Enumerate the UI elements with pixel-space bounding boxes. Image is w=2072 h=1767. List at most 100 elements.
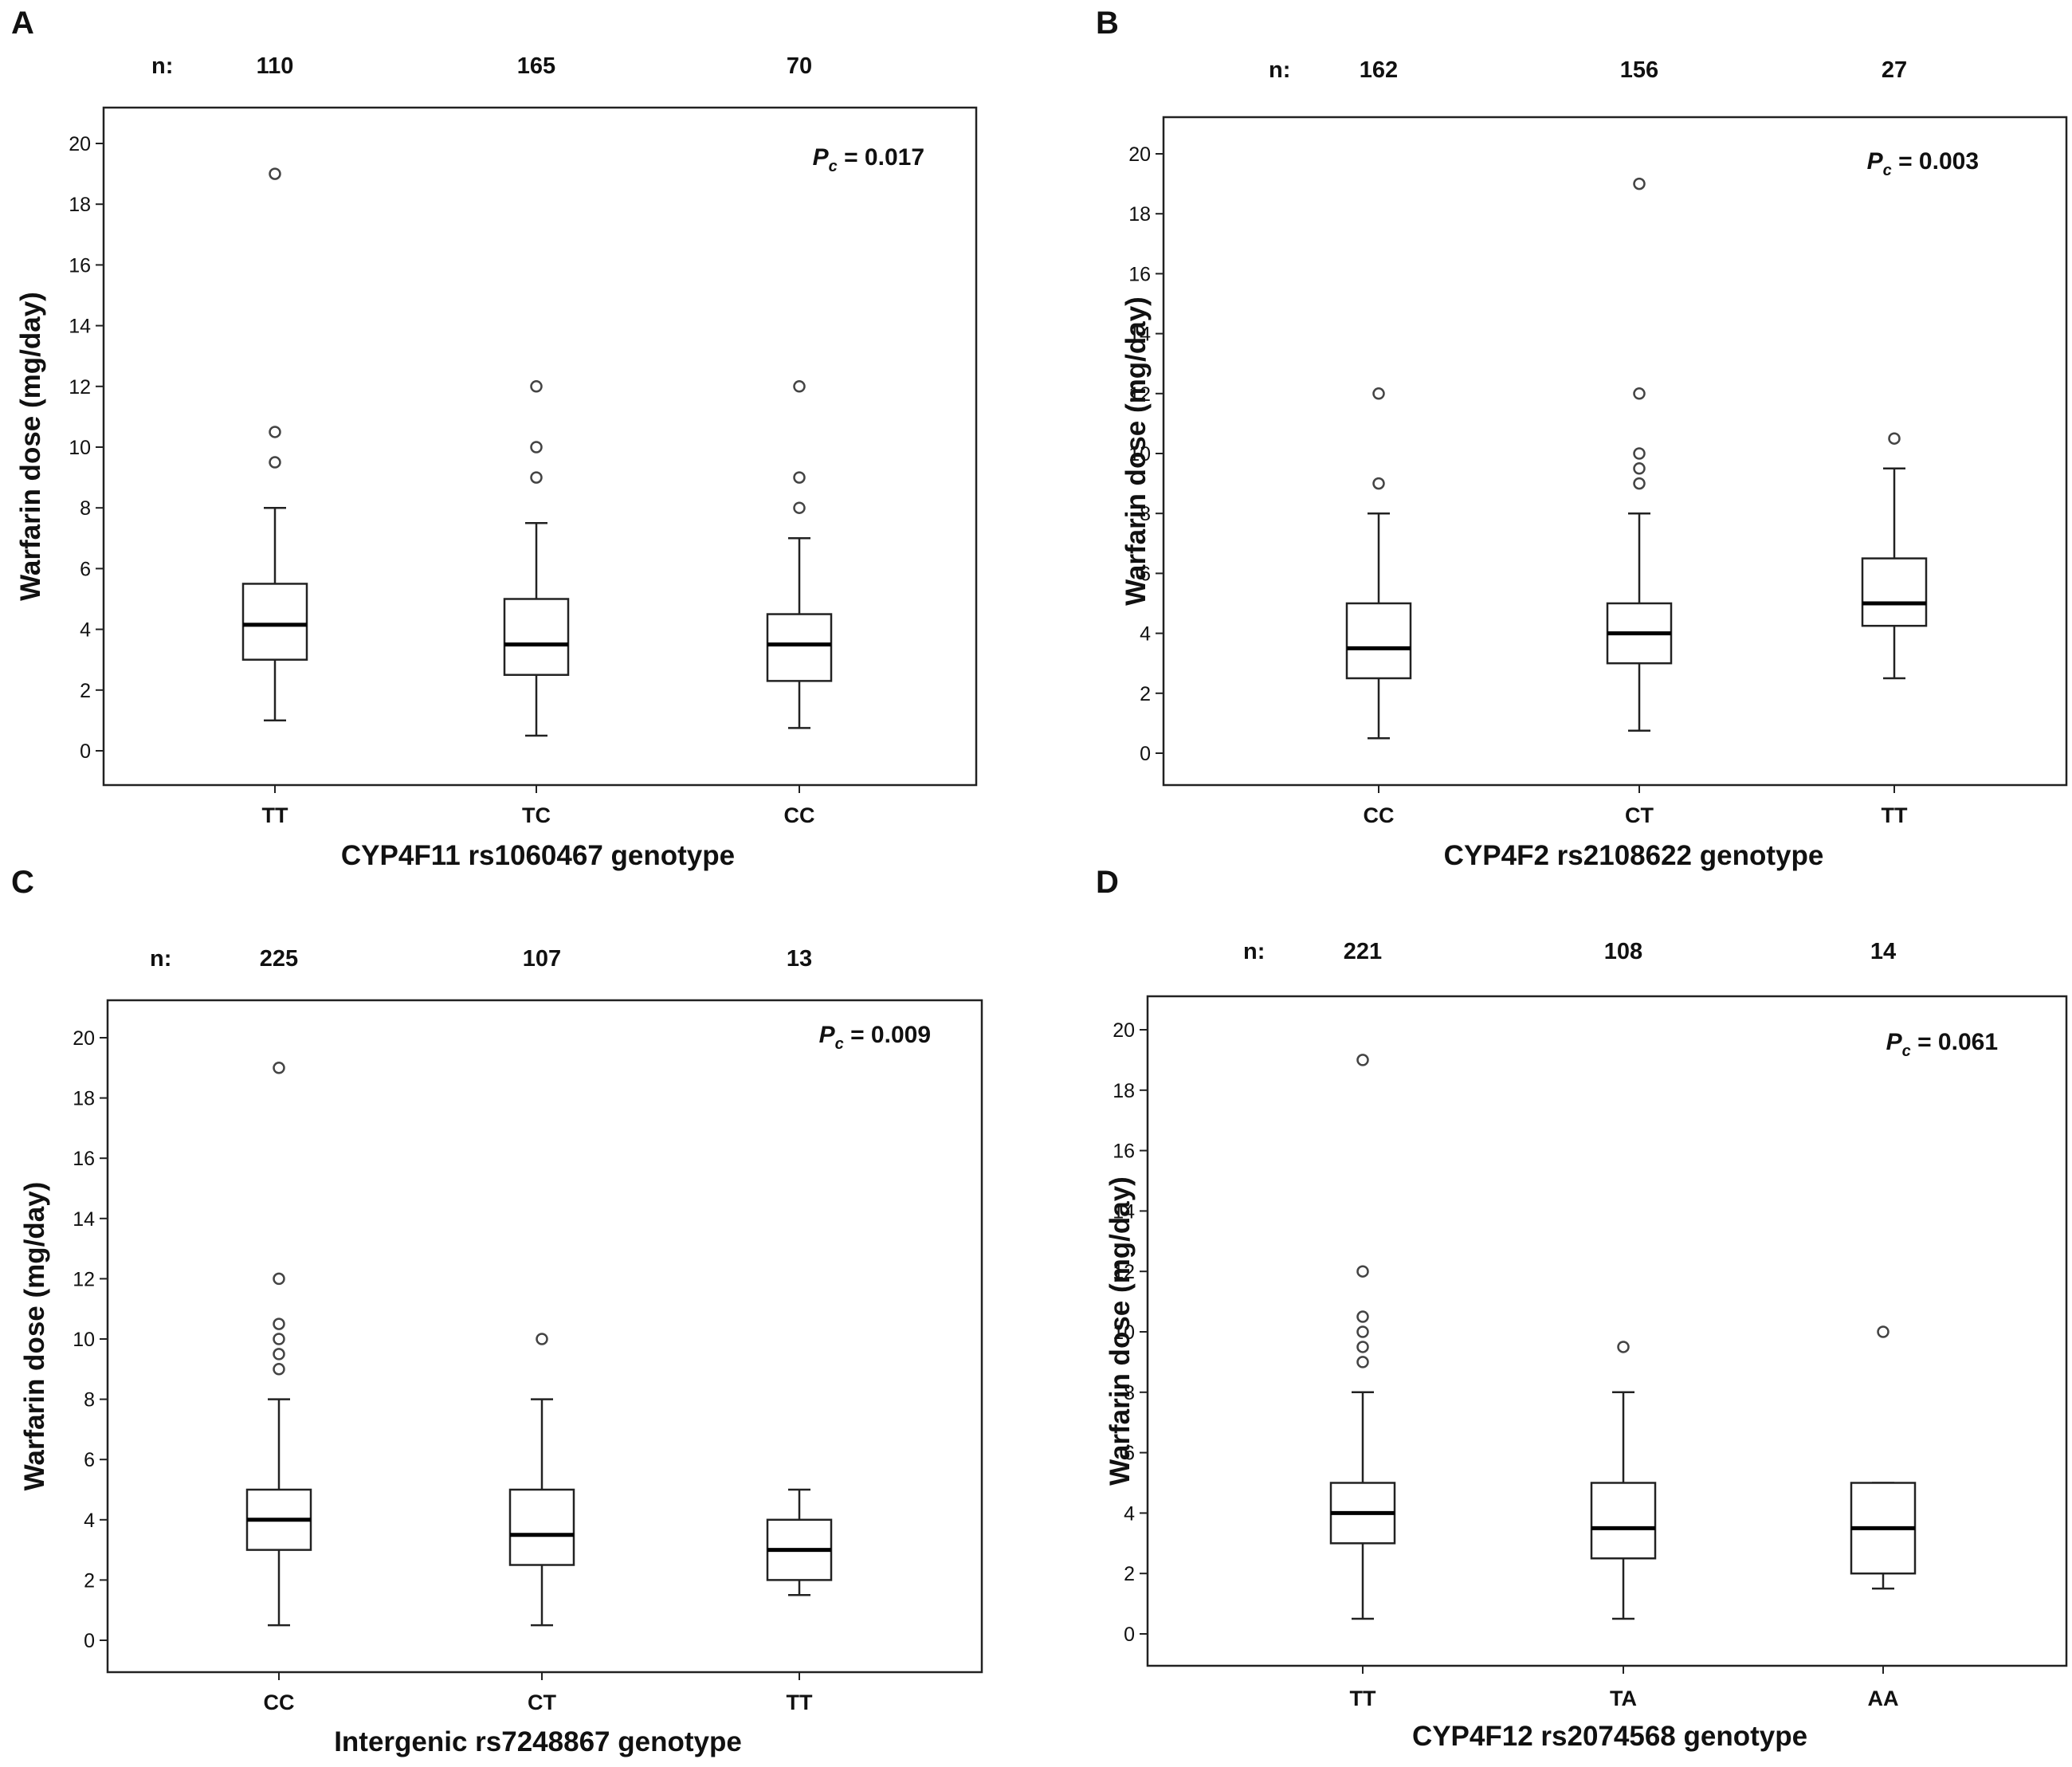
n-label: n: [151, 53, 173, 79]
outlier-point [269, 426, 281, 438]
n-count-cc: 225 [260, 946, 298, 972]
outlier-point [1617, 1341, 1630, 1353]
outlier-point [1372, 387, 1385, 400]
x-category-label: TT [1350, 1687, 1376, 1710]
x-category-label: TA [1610, 1687, 1637, 1710]
n-count-cc: 162 [1360, 57, 1398, 83]
outlier-point [1356, 1054, 1369, 1066]
box-tt: TT [1329, 1054, 1396, 1710]
n-count-tt: 27 [1882, 57, 1907, 83]
y-tick-label: 14 [73, 1208, 95, 1231]
x-category-label: CC [784, 803, 815, 827]
y-tick-label: 16 [69, 254, 91, 277]
x-category-label: TT [787, 1690, 813, 1714]
y-tick-label: 20 [1113, 1019, 1135, 1042]
outlier-point [269, 456, 281, 469]
panel-c: Cn: 225 107 13 0 2 4 6 8 10 12 14 16 18 20 Warfarin dos… [11, 865, 983, 1757]
y-axis-label: Warfarin dose (mg/day) [1120, 296, 1152, 606]
outlier-point [1633, 177, 1646, 190]
y-tick-label: 2 [80, 680, 91, 702]
outlier-point [793, 471, 806, 484]
outlier-point [273, 1062, 285, 1074]
iqr-box [766, 613, 833, 682]
panel-letter: A [11, 6, 34, 41]
outlier-point [793, 501, 806, 514]
y-tick-label: 4 [1140, 623, 1151, 646]
y-tick-label: 10 [1113, 1321, 1135, 1344]
y-tick-label: 6 [1124, 1443, 1135, 1465]
y-tick-label: 16 [1113, 1141, 1135, 1163]
outlier-point [269, 167, 281, 180]
y-tick-label: 6 [1140, 563, 1151, 585]
x-axis-label: CYP4F12 rs2074568 genotype [1412, 1721, 1807, 1752]
box-ct: CT [508, 1333, 575, 1714]
y-tick-label: 10 [73, 1329, 95, 1351]
y-tick-label: 0 [1124, 1624, 1135, 1646]
outlier-point [1372, 477, 1385, 490]
y-tick-label: 20 [1128, 143, 1151, 166]
box-tt: TT [1861, 432, 1928, 827]
p-value-annotation: Pc = 0.009 [819, 1022, 931, 1053]
y-tick-label: 18 [73, 1088, 95, 1110]
p-value-annotation: Pc = 0.061 [1886, 1029, 1998, 1060]
y-tick-label: 2 [84, 1569, 95, 1592]
y-tick-label: 4 [1124, 1502, 1135, 1525]
y-tick-label: 12 [1113, 1261, 1135, 1283]
outlier-point [1633, 462, 1646, 475]
y-axis-label: Warfarin dose (mg/day) [15, 292, 46, 601]
panel-b: Bn: 162 156 27 0 2 4 6 8 10 12 14 16 18 20 Warfarin dos… [1096, 6, 2068, 871]
outlier-point [530, 471, 543, 484]
x-category-label: CC [1364, 803, 1395, 827]
outlier-point [530, 380, 543, 393]
box-cc: CC [1345, 387, 1412, 827]
x-category-label: TT [1882, 803, 1908, 827]
y-tick-label: 14 [69, 316, 91, 338]
outlier-point [273, 1333, 285, 1345]
outlier-point [273, 1348, 285, 1361]
outlier-point [1356, 1310, 1369, 1323]
x-category-label: CC [264, 1690, 295, 1714]
y-axis-label: Warfarin dose (mg/day) [1105, 1176, 1136, 1486]
y-tick-label: 16 [73, 1148, 95, 1170]
n-label: n: [150, 946, 171, 972]
x-category-label: TC [522, 803, 551, 827]
box-ta: TA [1590, 1341, 1657, 1710]
y-tick-label: 10 [1128, 443, 1151, 465]
n-count-ct: 107 [523, 946, 561, 972]
n-label: n: [1269, 57, 1290, 83]
y-tick-label: 6 [80, 558, 91, 580]
y-tick-label: 4 [84, 1510, 95, 1532]
box-cc: CC [766, 380, 833, 827]
y-tick-label: 12 [69, 376, 91, 399]
y-axis-label: Warfarin dose (mg/day) [19, 1182, 50, 1491]
outlier-point [273, 1317, 285, 1330]
x-category-label: CT [1625, 803, 1654, 827]
panel-a: An: 110 165 70 0 2 4 6 8 10 12 14 16 18 20 Warfarin dos… [11, 6, 978, 871]
n-count-ct: 156 [1620, 57, 1658, 83]
y-tick-label: 8 [1124, 1382, 1135, 1404]
p-value-annotation: Pc = 0.017 [813, 144, 924, 175]
y-tick-label: 20 [73, 1027, 95, 1050]
n-count-ta: 108 [1604, 939, 1642, 964]
y-tick-label: 18 [1128, 203, 1151, 226]
y-tick-label: 2 [1140, 683, 1151, 705]
outlier-point [273, 1363, 285, 1376]
p-value-annotation: Pc = 0.003 [1867, 148, 1979, 179]
y-tick-label: 0 [1140, 743, 1151, 765]
iqr-box [1861, 557, 1928, 627]
y-tick-label: 8 [80, 497, 91, 520]
iqr-box [1345, 602, 1412, 680]
y-tick-label: 20 [69, 133, 91, 155]
n-label: n: [1243, 939, 1265, 964]
y-tick-label: 6 [84, 1449, 95, 1471]
y-tick-label: 4 [80, 619, 91, 642]
outlier-point [1633, 477, 1646, 490]
outlier-point [1633, 387, 1646, 400]
box-cc: CC [245, 1062, 312, 1714]
box-tt: TT [766, 1488, 833, 1714]
iqr-box [241, 583, 308, 661]
x-category-label: AA [1868, 1687, 1899, 1710]
panel-letter: C [11, 865, 34, 900]
n-count-aa: 14 [1870, 939, 1896, 964]
